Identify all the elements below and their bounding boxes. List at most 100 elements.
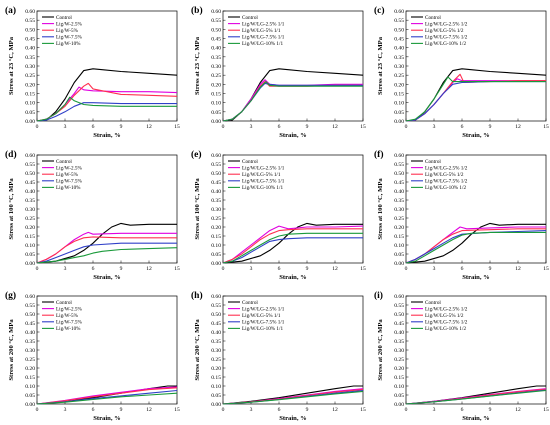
series-line xyxy=(405,230,547,264)
panel-label: (a) xyxy=(5,5,16,16)
y-tick-label: 0.10 xyxy=(211,101,221,107)
y-axis-label: Stress at 23 °C, MPa xyxy=(8,36,15,95)
y-tick-label: 0.45 xyxy=(211,180,221,186)
legend-label: Lig/W-5% xyxy=(56,28,79,34)
y-tick-label: 0.35 xyxy=(211,198,221,204)
y-tick-label: 0.45 xyxy=(394,37,404,43)
y-tick-label: 0.00 xyxy=(211,261,221,267)
y-tick-label: 0.50 xyxy=(394,171,404,177)
x-tick-label: 3 xyxy=(433,124,436,130)
legend-label: Control xyxy=(242,15,258,21)
y-tick-label: 0.15 xyxy=(211,92,221,98)
y-tick-label: 0.25 xyxy=(394,357,404,363)
y-tick-label: 0.45 xyxy=(25,37,35,43)
x-tick-label: 6 xyxy=(461,407,464,413)
y-tick-label: 0.60 xyxy=(394,153,404,159)
y-tick-label: 0.25 xyxy=(394,216,404,222)
y-tick-label: 0.20 xyxy=(394,225,404,231)
y-tick-label: 0.20 xyxy=(211,82,221,88)
chart-panel-4: (d) 0.00 0.05 0.10 0.15 0.20 0.25 0.30 0.35 0.40 0… xyxy=(5,149,180,281)
panel-label: (d) xyxy=(5,149,17,160)
chart-panel-1: (a) 0.00 0.05 0.10 0.15 0.20 0.25 0.30 0.35 0.40 0… xyxy=(5,5,180,139)
legend-label: Lig/W-7.5% xyxy=(56,35,82,41)
y-tick-label: 0.20 xyxy=(211,225,221,231)
x-tick-label: 12 xyxy=(515,407,521,413)
y-axis-label: Stress at 100 °C, MPa xyxy=(377,178,384,240)
legend-label: Lig/W/LG-10% 1/2 xyxy=(425,41,466,47)
y-tick-label: 0.05 xyxy=(25,393,35,399)
x-axis-label: Strain, % xyxy=(279,132,306,139)
y-tick-label: 0.50 xyxy=(25,27,35,33)
x-tick-label: 6 xyxy=(92,266,95,272)
legend-label: Lig/W/LG-5% 1/1 xyxy=(242,28,281,34)
legend-label: Lig/W-5% xyxy=(56,313,79,319)
y-tick-label: 0.60 xyxy=(211,9,221,15)
panel-label: (g) xyxy=(5,290,16,301)
y-tick-label: 0.35 xyxy=(25,55,35,61)
chart-panel-2: (b) 0.00 0.05 0.10 0.15 0.20 0.25 0.30 0.35 0.40 0… xyxy=(191,5,366,139)
legend-label: Lig/W/LG-2.5% 1/1 xyxy=(242,21,285,27)
y-tick-label: 0.05 xyxy=(394,393,404,399)
series-line xyxy=(405,76,546,122)
x-tick-label: 15 xyxy=(543,266,549,272)
y-tick-label: 0.00 xyxy=(211,402,221,408)
y-tick-label: 0.55 xyxy=(25,18,35,24)
legend-label: Lig/W/LG-5% 1/2 xyxy=(425,313,464,319)
y-tick-label: 0.45 xyxy=(394,180,404,186)
series-line xyxy=(36,387,178,405)
series-line xyxy=(405,231,546,264)
y-tick-label: 0.20 xyxy=(394,366,404,372)
series-line xyxy=(405,388,547,405)
y-tick-label: 0.30 xyxy=(394,207,404,213)
y-tick-label: 0.25 xyxy=(211,357,221,363)
y-tick-label: 0.25 xyxy=(211,216,221,222)
legend-label: Control xyxy=(242,159,258,165)
y-tick-label: 0.60 xyxy=(394,9,404,15)
x-tick-label: 6 xyxy=(278,407,281,413)
x-tick-label: 6 xyxy=(461,266,464,272)
x-tick-label: 12 xyxy=(332,124,338,130)
x-tick-label: 15 xyxy=(360,266,366,272)
legend-label: Lig/W/LG-10% 1/1 xyxy=(242,326,283,332)
legend-label: Lig/W/LG-7.5% 1/1 xyxy=(242,35,285,41)
y-tick-label: 0.45 xyxy=(25,180,35,186)
x-tick-label: 12 xyxy=(515,266,521,272)
chart-panel-8: (h) 0.00 0.05 0.10 0.15 0.20 0.25 0.30 0.35 0.40 0… xyxy=(191,290,366,422)
series-line xyxy=(405,228,546,264)
series-line xyxy=(222,389,364,405)
legend-label: Lig/W/LG-7.5% 1/2 xyxy=(425,35,468,41)
x-tick-label: 3 xyxy=(64,266,67,272)
x-tick-label: 9 xyxy=(120,124,123,130)
x-tick-label: 9 xyxy=(489,124,492,130)
y-tick-label: 0.55 xyxy=(211,303,221,309)
y-tick-label: 0.25 xyxy=(25,357,35,363)
series-line xyxy=(222,237,363,264)
y-tick-label: 0.60 xyxy=(25,153,35,159)
x-tick-label: 0 xyxy=(36,407,39,413)
panel-label: (h) xyxy=(191,290,203,301)
y-tick-label: 0.05 xyxy=(211,252,221,258)
y-tick-label: 0.30 xyxy=(211,64,221,70)
x-tick-label: 6 xyxy=(278,124,281,130)
y-tick-label: 0.35 xyxy=(394,339,404,345)
y-tick-label: 0.15 xyxy=(211,375,221,381)
y-tick-label: 0.50 xyxy=(211,171,221,177)
x-tick-label: 0 xyxy=(222,124,225,130)
y-tick-label: 0.10 xyxy=(25,243,35,249)
series-line xyxy=(222,225,364,264)
x-tick-label: 15 xyxy=(543,407,549,413)
y-tick-label: 0.55 xyxy=(211,162,221,168)
x-tick-label: 15 xyxy=(543,124,549,130)
x-tick-label: 12 xyxy=(146,124,152,130)
x-tick-label: 3 xyxy=(64,124,67,130)
x-tick-label: 6 xyxy=(92,407,95,413)
chart-panel-9: (i) 0.00 0.05 0.10 0.15 0.20 0.25 0.30 0.35 0.40 0… xyxy=(374,290,549,422)
y-tick-label: 0.20 xyxy=(25,225,35,231)
series-line xyxy=(36,392,178,405)
legend-label: Lig/W/LG-2.5% 1/2 xyxy=(425,21,468,27)
legend-label: Control xyxy=(56,300,72,306)
y-tick-label: 0.00 xyxy=(211,119,221,125)
x-tick-label: 9 xyxy=(489,407,492,413)
y-tick-label: 0.10 xyxy=(25,101,35,107)
